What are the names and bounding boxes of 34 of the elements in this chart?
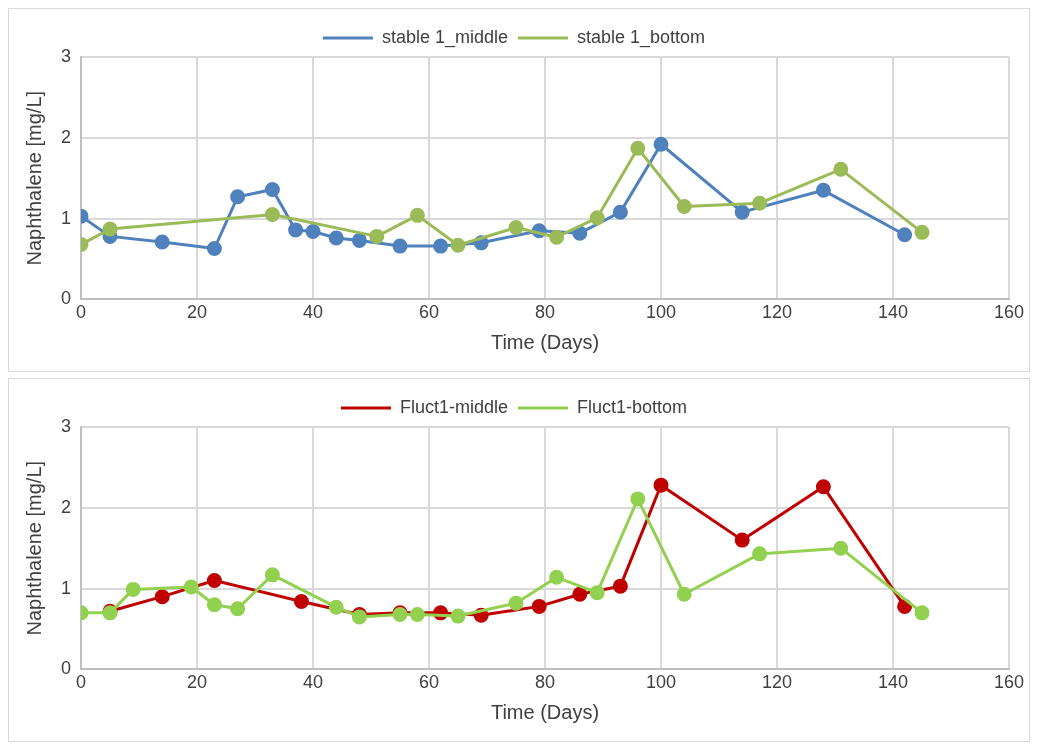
x-axis-title: Time (Days) bbox=[490, 330, 600, 353]
x-axis-title: Time (Days) bbox=[490, 700, 600, 723]
legend-label: stable 1_bottom bbox=[577, 26, 706, 48]
x-tick-label: 140 bbox=[877, 302, 909, 323]
x-tick-label: 80 bbox=[534, 672, 556, 693]
y-tick-label: 1 bbox=[61, 207, 72, 228]
x-tick-label: 140 bbox=[877, 672, 909, 693]
x-tick-label: 100 bbox=[645, 302, 677, 323]
x-tick-label: 120 bbox=[761, 302, 793, 323]
y-tick-label: 0 bbox=[61, 288, 72, 309]
x-tick-label: 60 bbox=[418, 302, 440, 323]
legend-label: stable 1_middle bbox=[381, 26, 509, 48]
x-tick-label: 160 bbox=[993, 302, 1025, 323]
x-tick-label: 60 bbox=[418, 672, 440, 693]
x-tick-label: 20 bbox=[186, 302, 208, 323]
y-tick-label: 2 bbox=[61, 126, 72, 147]
y-tick-label: 2 bbox=[61, 496, 72, 517]
x-tick-label: 40 bbox=[302, 302, 324, 323]
x-tick-label: 100 bbox=[645, 672, 677, 693]
x-tick-label: 160 bbox=[993, 672, 1025, 693]
x-tick-label: 0 bbox=[76, 302, 87, 323]
x-tick-label: 20 bbox=[186, 672, 208, 693]
y-tick-label: 3 bbox=[61, 45, 72, 66]
x-tick-label: 120 bbox=[761, 672, 793, 693]
y-axis-title: Naphthalene [mg/L] bbox=[22, 90, 45, 266]
x-tick-label: 40 bbox=[302, 672, 324, 693]
y-axis-title: Naphthalene [mg/L] bbox=[22, 460, 45, 636]
legend-label: Fluct1-bottom bbox=[577, 396, 688, 417]
y-tick-label: 0 bbox=[61, 658, 72, 679]
x-tick-label: 0 bbox=[76, 672, 87, 693]
legend-label: Fluct1-middle bbox=[399, 396, 509, 417]
y-tick-label: 1 bbox=[61, 577, 72, 598]
x-tick-label: 80 bbox=[534, 302, 556, 323]
y-tick-label: 3 bbox=[61, 415, 72, 436]
